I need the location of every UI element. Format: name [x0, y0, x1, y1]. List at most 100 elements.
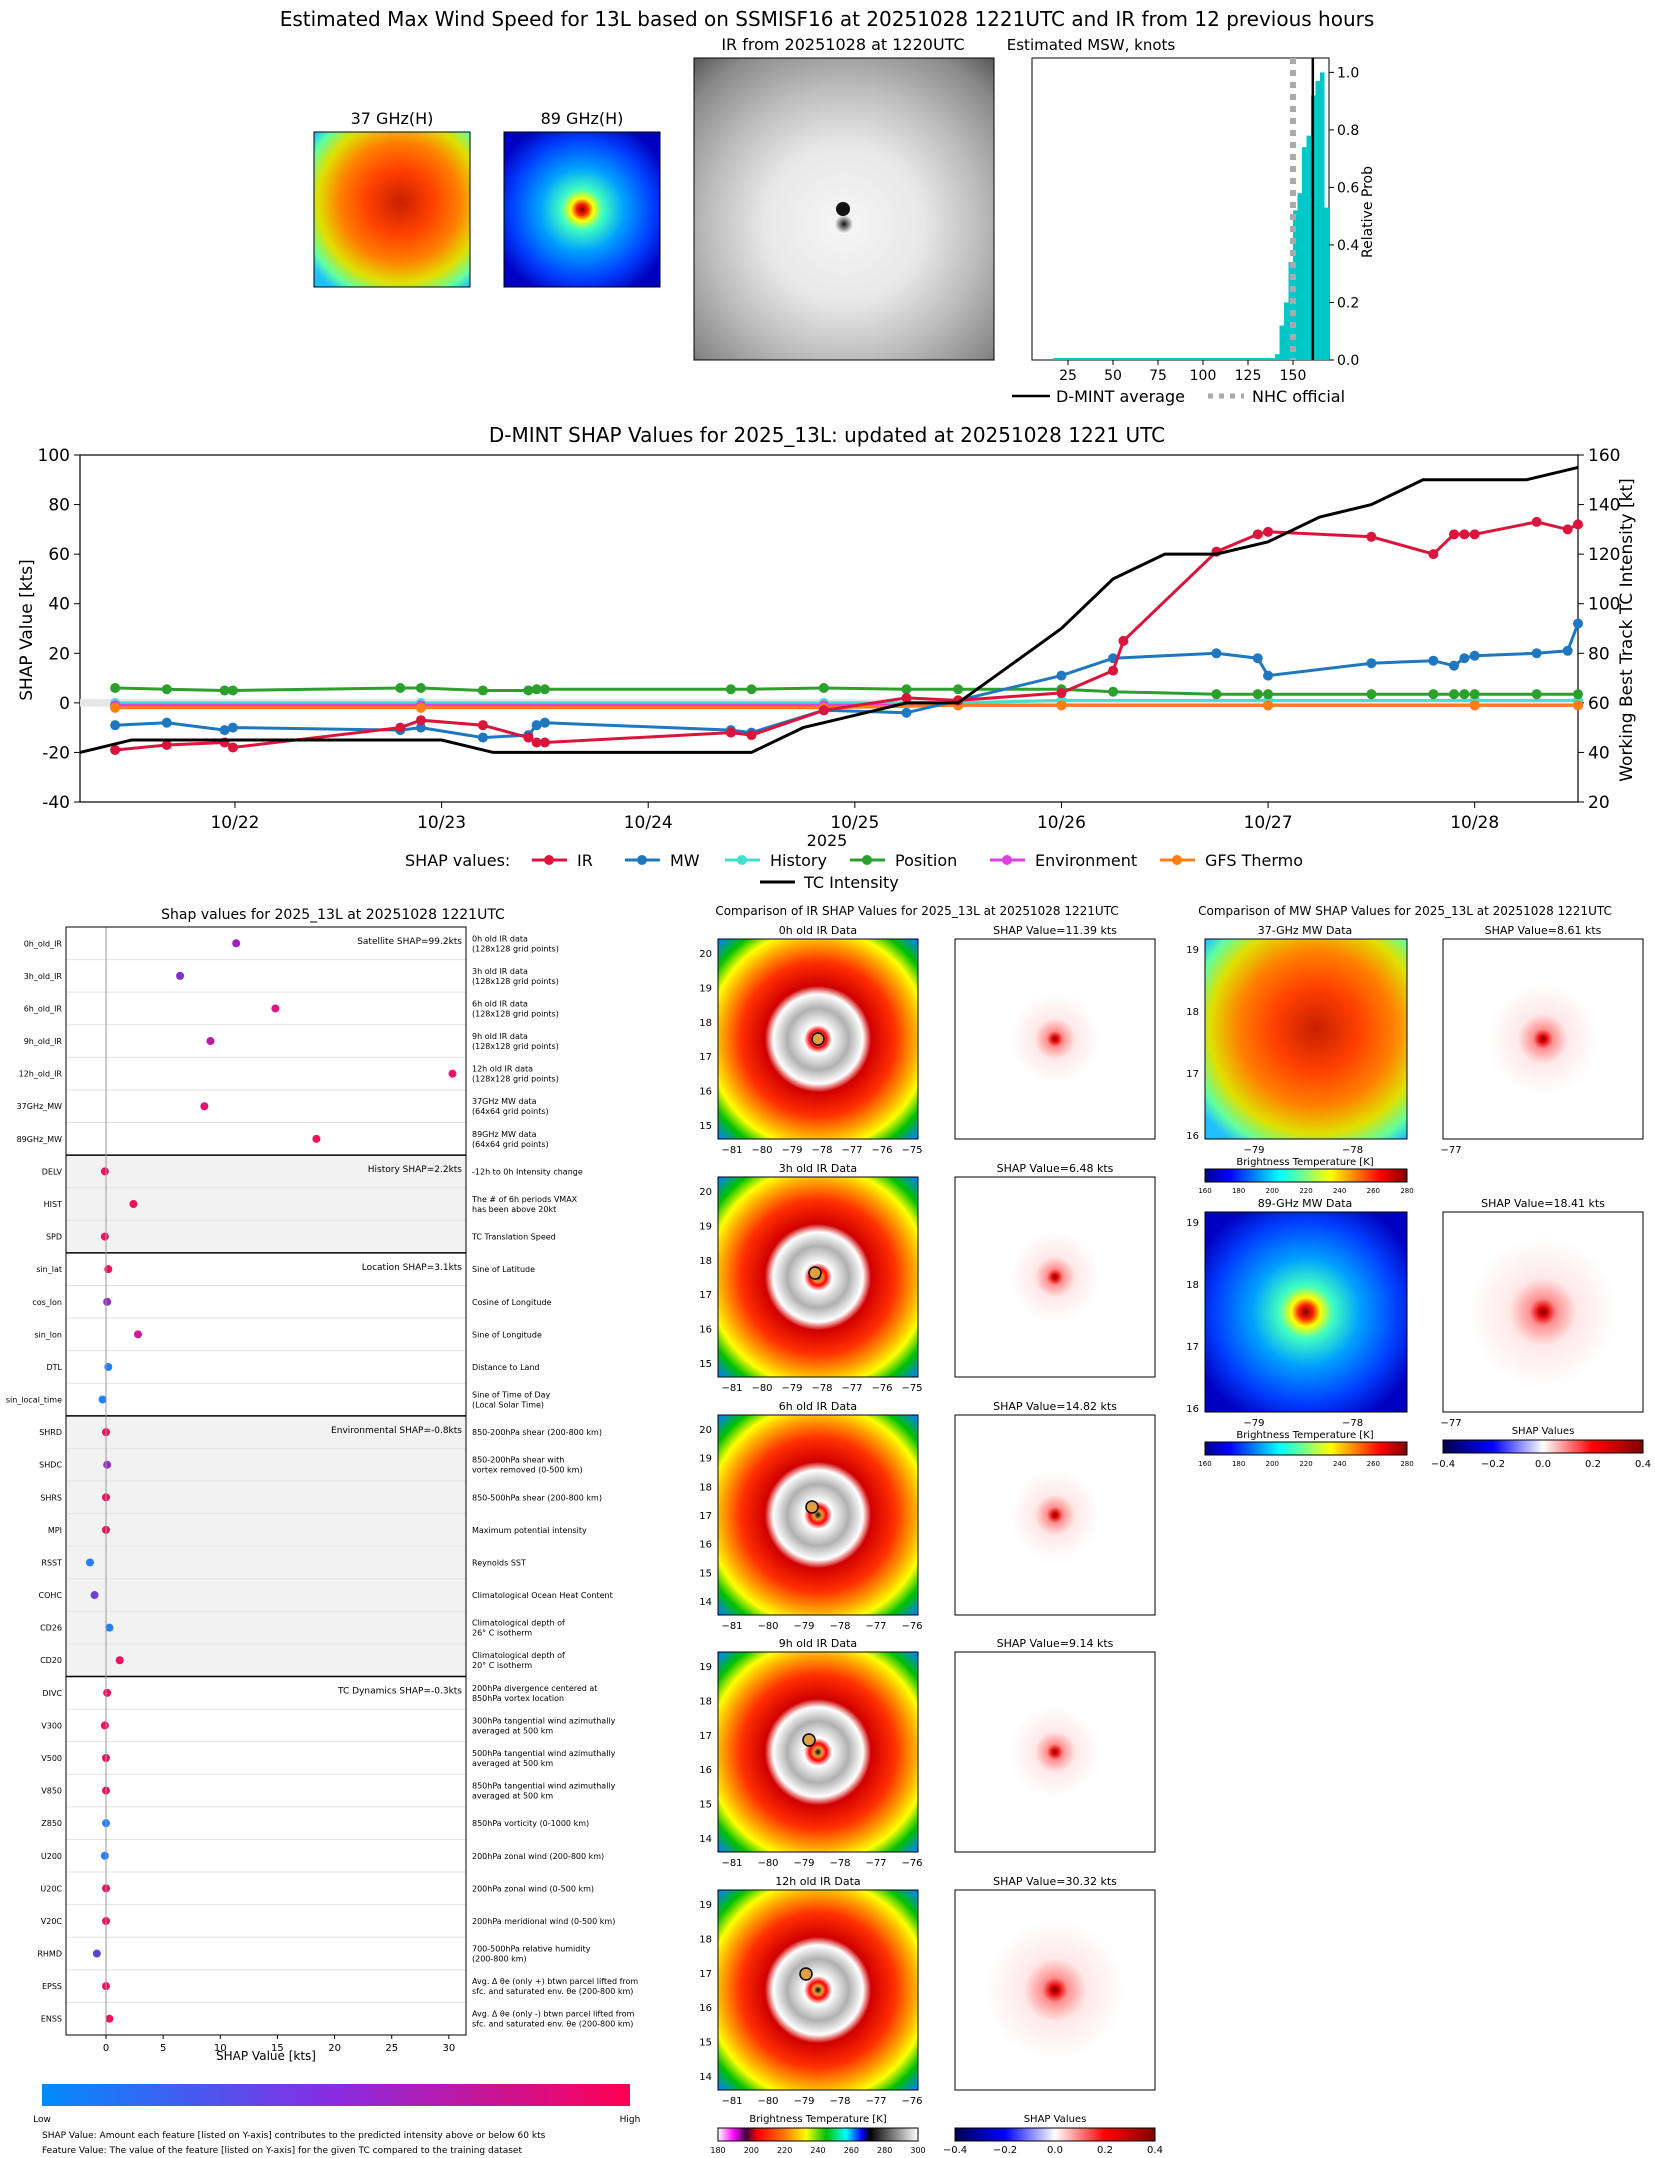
- ir-shap-title: SHAP Value=9.14 kts: [997, 1637, 1114, 1650]
- feature-desc: 850-500hPa shear (200-800 km): [472, 1493, 602, 1502]
- ts-frame: [79, 454, 1579, 803]
- mw-ytick-label: 17: [1186, 1069, 1199, 1080]
- ir-panel-image: [717, 1651, 919, 1853]
- ir-xtick-label: −79: [793, 1858, 814, 1869]
- feature-name: DELV: [42, 1167, 63, 1176]
- ts-point-mw: [1531, 648, 1542, 659]
- ir-xtick-label: −80: [757, 1858, 778, 1869]
- feature-desc: vortex removed (0-500 km): [472, 1466, 583, 1475]
- ts-xtick-label: 10/22: [210, 813, 259, 833]
- feature-name: EPSS: [42, 1982, 62, 1991]
- mw-ytick-label: 18: [1186, 1007, 1199, 1018]
- ts-ylabel-right: Working Best Track TC Intensity [kt]: [1617, 478, 1637, 782]
- bar-footnote-2: Feature Value: The value of the feature …: [42, 2146, 522, 2156]
- feature-name: SHRS: [40, 1493, 62, 1502]
- hist-xtick-label: 25: [1059, 368, 1077, 384]
- ts-point-ir: [1449, 529, 1460, 540]
- feature-dot: [86, 1558, 94, 1567]
- feature-desc: (128x128 grid points): [472, 1075, 559, 1084]
- mw-cbar-tick: 280: [1400, 1187, 1413, 1195]
- ir-xtick-label: −77: [865, 2096, 886, 2107]
- hist-xtick-label: 50: [1104, 368, 1122, 384]
- ts-legend: SHAP values: TC Intensity IR MW History Pos…: [405, 851, 1303, 892]
- ts-ytick-label: 80: [48, 496, 70, 516]
- dot-xtick-label: 25: [385, 2043, 398, 2054]
- feature-name: ENSS: [41, 2015, 62, 2024]
- ts-legend-marker: [1172, 855, 1182, 865]
- ts-legend-marker: [737, 855, 747, 865]
- ts-point-ir: [901, 692, 912, 703]
- ts-ytick-right-label: 120: [1588, 545, 1620, 565]
- ir-xtick-label: −80: [757, 1621, 778, 1632]
- ts-xtick-label: 10/25: [830, 813, 879, 833]
- ir-xtick-label: −81: [721, 1145, 742, 1156]
- ts-point-position: [1469, 689, 1480, 700]
- feature-desc: 850-200hPa shear with: [472, 1456, 564, 1465]
- ts-point-ir: [1428, 549, 1439, 560]
- group-label: Location SHAP=3.1kts: [362, 1263, 463, 1273]
- feature-name: sin_lon: [34, 1330, 62, 1339]
- ir-shap-cbar-tick: 0.4: [1147, 2145, 1163, 2156]
- dot-xtick-label: 5: [160, 2043, 166, 2054]
- mw-ytick-label: 19: [1186, 1218, 1199, 1229]
- ts-point-ir: [818, 705, 829, 716]
- ir-xtick-label: −81: [721, 2096, 742, 2107]
- feature-desc: 500hPa tangential wind azimuthally: [472, 1749, 616, 1758]
- feature-name: DTL: [46, 1363, 62, 1372]
- feature-name: SHDC: [39, 1461, 62, 1470]
- ir-shap-cbar-label: SHAP Values: [1024, 2114, 1087, 2125]
- ir-panel-image: [717, 1414, 919, 1616]
- feature-desc: 0h old IR data: [472, 934, 528, 943]
- ts-ytick-label: 0: [59, 694, 70, 714]
- ts-legend-prefix: SHAP values:: [405, 851, 510, 870]
- feature-desc: sfc. and saturated env. θe (200-800 km): [472, 2020, 633, 2029]
- feature-dot: [100, 1721, 109, 1730]
- ts-point-position: [1531, 689, 1542, 700]
- ts-point-mw: [1562, 645, 1573, 656]
- panel-89-title: 89 GHz(H): [541, 109, 624, 128]
- hist-ytick-label: 1.0: [1337, 65, 1359, 81]
- ts-title: D-MINT SHAP Values for 2025_13L: updated…: [489, 423, 1165, 447]
- ir-shap-cbar-tick: 0.2: [1097, 2145, 1113, 2156]
- hist-xtick-label: 100: [1190, 368, 1217, 384]
- ir-panel-eye: [799, 1967, 813, 1981]
- hist-frame: [1031, 57, 1330, 361]
- feature-desc: averaged at 500 km: [472, 1792, 553, 1801]
- feature-dot: [104, 1362, 113, 1371]
- ir-shap-title: SHAP Value=30.32 kts: [993, 1875, 1117, 1888]
- mw-shap-cbar-tick: 0.0: [1535, 1459, 1551, 1470]
- ts-legend-label: Position: [895, 851, 957, 870]
- feature-desc: 26° C isotherm: [472, 1629, 532, 1638]
- mw-panel-title: 37-GHz MW Data: [1258, 924, 1353, 937]
- ts-ylabel-left: SHAP Value [kts]: [17, 559, 37, 701]
- mw-cbar-label: Brightness Temperature [K]: [1236, 1430, 1373, 1441]
- feature-desc: (128x128 grid points): [472, 1042, 559, 1051]
- hist-ytick-label: 0.0: [1337, 353, 1359, 369]
- hist-xtick-label: 150: [1280, 368, 1307, 384]
- ir-cbar-tick: 200: [744, 2146, 759, 2155]
- msw-histogram: 25 50 75 100 125 150 0.0 0.2 0.4 0.6 0.8 1.0: [1031, 57, 1359, 384]
- hist-bar: [1279, 325, 1284, 360]
- feature-name: 9h_old_IR: [24, 1037, 63, 1046]
- mw-cbar-tick: 180: [1232, 1460, 1245, 1468]
- hist-bar: [1284, 302, 1289, 360]
- group-label: Environmental SHAP=-0.8kts: [331, 1426, 462, 1436]
- feature-dot: [271, 1004, 280, 1013]
- ir-shap-blob: [1010, 994, 1100, 1084]
- ir-shap-title: SHAP Value=6.48 kts: [997, 1162, 1114, 1175]
- feature-desc: sfc. and saturated env. θe (200-800 km): [472, 1987, 633, 1996]
- feature-name: Z850: [41, 1819, 62, 1828]
- ts-point-position: [477, 685, 488, 696]
- ir-xtick-label: −80: [751, 1145, 772, 1156]
- mw-cbar-tick: 200: [1266, 1460, 1279, 1468]
- ir-xtick-label: −75: [901, 1383, 922, 1394]
- ts-ytick-right-label: 20: [1588, 793, 1610, 813]
- feature-desc: The # of 6h periods VMAX: [471, 1195, 578, 1204]
- mw-cmp-title: Comparison of MW SHAP Values for 2025_13…: [1198, 904, 1612, 918]
- dot-frame: [65, 926, 467, 2036]
- ts-legend-label: Environment: [1035, 851, 1137, 870]
- ts-point-ir: [1459, 529, 1470, 540]
- ts-legend-intensity: TC Intensity: [803, 873, 899, 892]
- ts-point-position: [1449, 689, 1460, 700]
